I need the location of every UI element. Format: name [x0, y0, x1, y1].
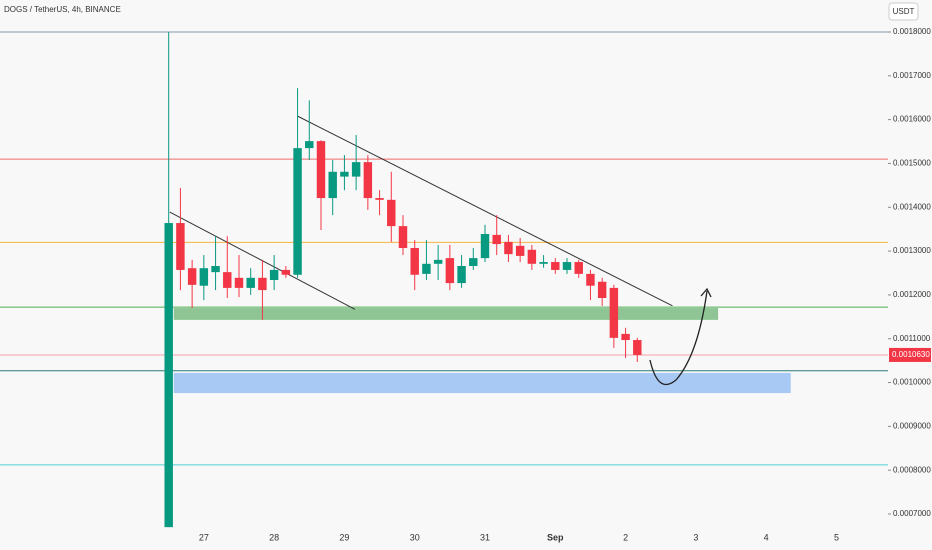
y-tick-label: 0.0013000 — [893, 246, 931, 255]
candle-body — [351, 162, 361, 177]
candle-body — [234, 277, 244, 288]
candle-body — [187, 268, 197, 285]
candle-body — [562, 262, 572, 270]
x-tick-label: 2 — [623, 532, 628, 542]
x-tick-label: 30 — [410, 532, 420, 542]
y-tick-label: 0.0012000 — [893, 290, 931, 299]
candle-body — [457, 265, 466, 284]
candle-body — [375, 198, 384, 200]
candle-body — [316, 141, 326, 199]
candle-body — [515, 245, 525, 256]
y-tick-label: 0.0015000 — [893, 159, 931, 168]
candle-body — [480, 234, 490, 259]
projection-arrow — [649, 290, 708, 386]
candle-body — [504, 241, 513, 255]
candle-body — [410, 248, 419, 275]
y-tick-label: 0.0011000 — [893, 334, 931, 343]
x-tick-label: 3 — [693, 532, 698, 542]
x-tick-label: 28 — [269, 532, 279, 542]
y-tick-label: 0.0010000 — [893, 378, 931, 387]
candle-body — [492, 234, 501, 245]
candle-body — [176, 223, 185, 270]
x-tick-label: 4 — [764, 532, 769, 542]
candle-body — [281, 269, 291, 275]
x-tick-label: 31 — [480, 532, 490, 542]
candle-body — [586, 273, 595, 286]
y-tick-label: 0.0017000 — [893, 71, 931, 80]
candle-body — [258, 277, 267, 291]
zone — [173, 308, 719, 320]
candle-body — [551, 262, 560, 270]
candle-body — [574, 262, 583, 274]
candle-body — [164, 223, 173, 528]
candle-body — [363, 162, 373, 199]
candle-body — [597, 281, 607, 298]
candle-body — [539, 262, 548, 264]
candle-body — [469, 258, 478, 266]
arrow-head — [700, 287, 712, 298]
candle-body — [387, 199, 396, 227]
x-tick-label: 5 — [834, 532, 839, 542]
y-tick-label: 0.0007000 — [893, 509, 931, 518]
candle-body — [199, 268, 209, 286]
x-tick-label: 27 — [199, 532, 209, 542]
trendline — [297, 115, 673, 307]
candle-body — [269, 269, 279, 281]
y-tick-label: 0.0016000 — [893, 115, 931, 124]
candle-body — [445, 258, 455, 284]
candle-body — [527, 249, 537, 264]
candle-body — [340, 171, 349, 177]
candle-body — [633, 340, 642, 355]
currency-button[interactable] — [888, 2, 919, 21]
plot: 0.0018000 0.0017000 0.0016000 0.0015000 0.00… — [0, 27, 931, 542]
candle-body — [609, 287, 619, 338]
current-price-box — [889, 347, 931, 362]
candle-body — [422, 263, 431, 274]
current-price-label: 0.0010630 — [892, 350, 930, 359]
candle-body — [305, 141, 314, 149]
candle-body — [293, 148, 302, 275]
y-tick-label: 0.0009000 — [893, 421, 931, 430]
chart-title: DOGS / TetherUS, 4h, BINANCE — [4, 5, 121, 14]
x-tick-label: Sep — [547, 532, 564, 542]
candle-body — [433, 259, 443, 264]
y-tick-label: 0.0008000 — [893, 465, 931, 474]
currency-label: USDT — [893, 7, 915, 16]
candle-body — [621, 333, 630, 341]
y-tick-label: 0.0014000 — [893, 202, 931, 211]
candle-body — [398, 226, 408, 249]
candle-body — [328, 171, 337, 199]
x-tick-label: 29 — [339, 532, 349, 542]
y-tick-label: 0.0018000 — [893, 27, 931, 36]
candle-body — [211, 265, 220, 273]
candle-body — [246, 277, 255, 288]
candle-body — [223, 272, 232, 288]
zone — [173, 372, 791, 394]
